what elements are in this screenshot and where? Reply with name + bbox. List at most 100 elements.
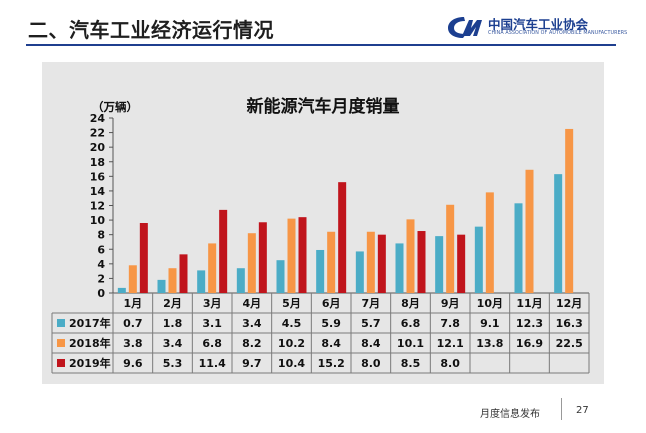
bar-2017-1 [117, 287, 126, 293]
bar-2017-9 [435, 236, 444, 293]
bar-2019-7 [377, 234, 386, 293]
data-label: 10.1 [397, 337, 424, 350]
data-label: 13.8 [476, 337, 503, 350]
x-tick-label: 2月 [163, 297, 182, 310]
data-label: 3.8 [123, 337, 143, 350]
bar-2018-5 [287, 218, 296, 293]
bar-2018-8 [406, 219, 415, 293]
x-tick-label: 3月 [203, 297, 222, 310]
data-label: 7.8 [440, 317, 460, 330]
bar-2018-4 [247, 233, 256, 293]
data-label: 10.4 [278, 357, 305, 370]
x-tick-label: 11月 [516, 297, 542, 310]
bar-2018-12 [565, 128, 574, 293]
bar-2019-4 [258, 222, 267, 293]
bar-2018-11 [525, 169, 534, 293]
data-label: 5.9 [321, 317, 341, 330]
bar-2017-5 [276, 260, 285, 293]
y-tick-label: 8 [97, 229, 105, 242]
y-tick-label: 14 [90, 185, 106, 198]
data-label: 3.1 [202, 317, 222, 330]
bar-2017-8 [395, 243, 404, 293]
data-label: 5.7 [361, 317, 381, 330]
data-label: 16.9 [516, 337, 543, 350]
bar-2017-10 [474, 226, 483, 293]
bar-2018-6 [327, 231, 336, 293]
y-axis-unit-label: （万辆） [92, 100, 138, 114]
data-label: 22.5 [556, 337, 583, 350]
data-label: 8.4 [361, 337, 381, 350]
y-tick-label: 18 [90, 156, 105, 169]
footer-label: 月度信息发布 [480, 409, 540, 420]
bar-2018-2 [168, 268, 177, 293]
y-tick-label: 16 [90, 170, 106, 183]
data-label: 1.8 [163, 317, 183, 330]
bar-2018-7 [366, 231, 375, 293]
x-tick-label: 1月 [124, 297, 143, 310]
data-label: 8.4 [321, 337, 341, 350]
chart-panel [42, 62, 604, 384]
footer-divider [561, 398, 562, 420]
logo-name: 中国汽车工业协会 [488, 17, 589, 32]
bar-2019-9 [457, 234, 466, 293]
x-tick-label: 12月 [556, 297, 582, 310]
y-tick-label: 6 [97, 243, 105, 256]
bar-2017-4 [236, 268, 245, 293]
chart-title: 新能源汽车月度销量 [246, 97, 400, 117]
data-label: 5.3 [163, 357, 183, 370]
data-label: 11.4 [199, 357, 226, 370]
x-tick-label: 9月 [441, 297, 460, 310]
bar-2017-12 [554, 174, 563, 293]
x-tick-label: 8月 [401, 297, 420, 310]
bar-2018-9 [446, 204, 455, 293]
legend-swatch [57, 359, 65, 367]
bar-2019-1 [139, 223, 148, 293]
data-label: 3.4 [163, 337, 183, 350]
bar-2017-6 [316, 249, 325, 293]
data-label: 4.5 [282, 317, 302, 330]
bar-2018-10 [485, 192, 494, 293]
caam-emblem-icon [448, 17, 482, 38]
y-tick-label: 10 [90, 214, 106, 227]
page-number: 27 [576, 405, 589, 416]
bar-2019-3 [219, 209, 228, 293]
data-label: 16.3 [556, 317, 583, 330]
data-label: 15.2 [318, 357, 345, 370]
data-label: 8.2 [242, 337, 262, 350]
data-label: 8.0 [361, 357, 381, 370]
bar-2019-5 [298, 217, 307, 293]
x-tick-label: 7月 [362, 297, 381, 310]
slide-title: 二、汽车工业经济运行情况 [28, 18, 274, 42]
bar-2019-8 [417, 231, 426, 293]
y-tick-label: 22 [90, 127, 105, 140]
y-tick-label: 0 [97, 287, 105, 300]
legend-label: 2018年 [69, 336, 111, 350]
data-label: 9.6 [123, 357, 143, 370]
legend-label: 2019年 [69, 356, 111, 370]
logo-english-name: CHINA ASSOCIATION OF AUTOMOBILE MANUFACT… [488, 31, 628, 36]
legend-label: 2017年 [69, 316, 111, 330]
x-tick-label: 5月 [282, 297, 301, 310]
y-tick-label: 2 [97, 272, 105, 285]
data-label: 9.7 [242, 357, 262, 370]
data-label: 8.5 [401, 357, 421, 370]
y-tick-label: 4 [97, 258, 105, 271]
data-label: 10.2 [278, 337, 305, 350]
y-tick-label: 12 [90, 200, 105, 213]
x-tick-label: 6月 [322, 297, 341, 310]
y-tick-label: 24 [90, 112, 106, 125]
x-tick-label: 10月 [477, 297, 503, 310]
bar-2017-3 [197, 270, 206, 293]
data-label: 12.3 [516, 317, 543, 330]
bar-2018-3 [208, 243, 217, 293]
legend-swatch [57, 339, 65, 347]
data-label: 12.1 [437, 337, 464, 350]
bar-2017-2 [157, 279, 166, 293]
title-underline [26, 44, 616, 46]
data-label: 0.7 [123, 317, 143, 330]
bar-2019-6 [338, 182, 347, 293]
legend-swatch [57, 319, 65, 327]
data-label: 9.1 [480, 317, 500, 330]
y-tick-label: 20 [90, 141, 106, 154]
